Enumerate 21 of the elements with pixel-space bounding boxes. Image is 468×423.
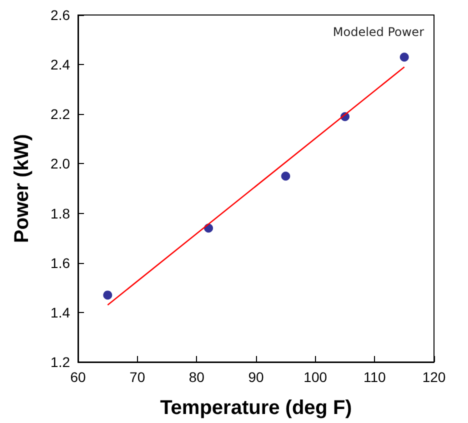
x-tick-label: 70	[130, 369, 146, 385]
x-tick-label: 120	[422, 369, 446, 385]
y-tick-label: 1.6	[50, 254, 70, 271]
x-tick-label: 60	[70, 369, 86, 385]
x-tick-label: 90	[248, 369, 264, 385]
y-tick-label: 1.4	[50, 304, 70, 320]
y-tick-label: 2.6	[50, 7, 70, 23]
y-tick-label: 1.2	[50, 354, 70, 370]
x-tick-label: 100	[304, 369, 328, 385]
x-tick-label: 110	[364, 369, 386, 385]
y-tick-label: 2.4	[50, 56, 70, 73]
y-tick-label: 2.2	[50, 106, 70, 122]
annotation: Modeled Power	[332, 25, 424, 39]
point	[281, 172, 290, 181]
y-axis-title: Power (kW)	[11, 134, 33, 243]
point	[103, 290, 112, 300]
x-axis-title: Temperature (deg F)	[160, 397, 352, 419]
y-tick-label: 1.8	[50, 205, 70, 222]
point	[400, 52, 409, 62]
y-tick-label: 2.0	[50, 156, 70, 172]
x-tick-label: 80	[188, 369, 205, 385]
